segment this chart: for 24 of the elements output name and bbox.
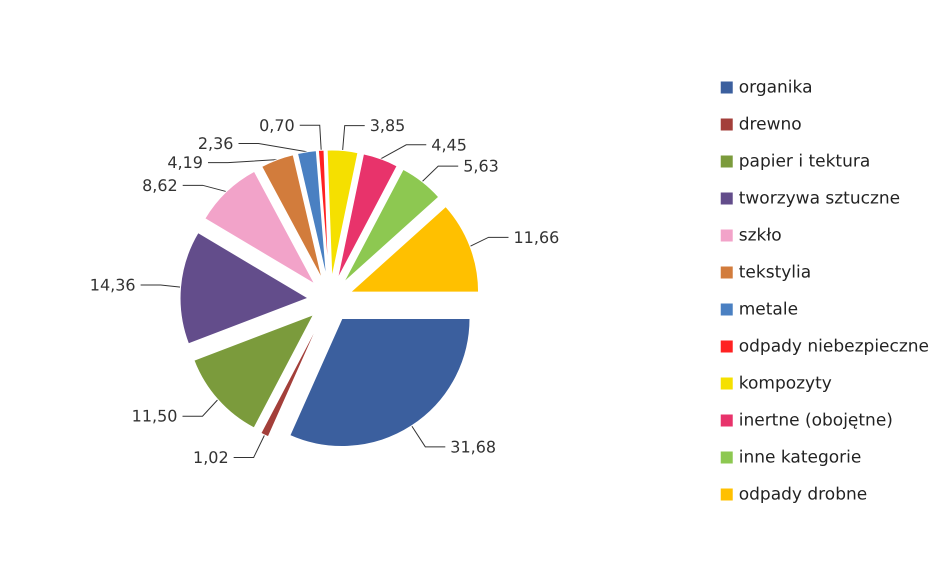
legend-label: organika xyxy=(738,78,813,98)
data-label: 14,36 xyxy=(90,275,136,294)
data-label: 8,62 xyxy=(142,176,178,195)
data-label: 3,85 xyxy=(370,116,406,136)
legend-label: szkło xyxy=(738,226,782,246)
data-label: 4,45 xyxy=(431,135,467,154)
data-label: 5,63 xyxy=(463,156,499,176)
legend-label: inne kategorie xyxy=(738,448,862,468)
data-label: 4,19 xyxy=(167,153,203,172)
legend-label: tekstylia xyxy=(738,262,812,282)
data-label: 0,70 xyxy=(259,116,295,135)
legend-label: kompozyty xyxy=(738,374,832,394)
data-label: 1,02 xyxy=(193,448,229,468)
legend-label: odpady drobne xyxy=(738,484,868,504)
legend-label: papier i tektura xyxy=(738,152,870,172)
data-label: 11,50 xyxy=(132,406,178,426)
legend-label: tworzywa sztuczne xyxy=(738,188,900,208)
legend-label: odpady niebezpieczne xyxy=(738,336,930,356)
legend-label: metale xyxy=(738,300,798,320)
data-label: 11,66 xyxy=(514,228,560,247)
legend-label: inertne (obojętne) xyxy=(738,410,893,430)
data-label: 2,36 xyxy=(198,134,234,153)
legend-label: drewno xyxy=(738,114,802,134)
data-label: 31,68 xyxy=(450,437,496,456)
